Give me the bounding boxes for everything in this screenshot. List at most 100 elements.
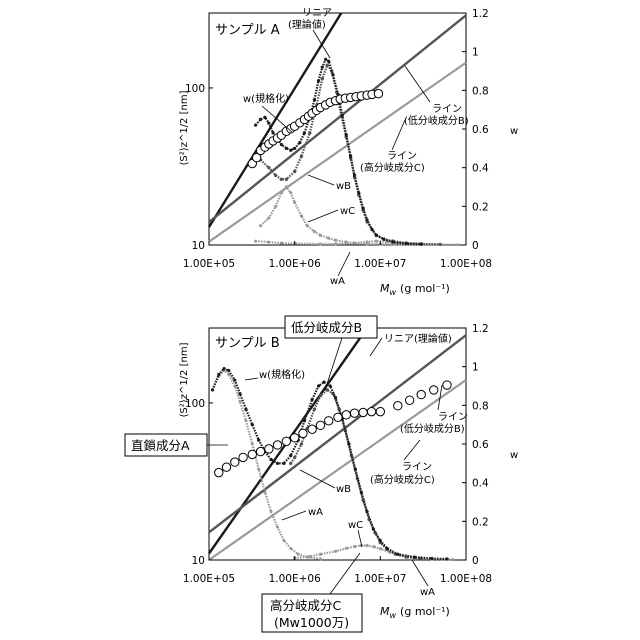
annotation-wb: wB: [336, 484, 351, 495]
x-tick-label: 1.00E+07: [354, 573, 406, 585]
annotation-line-b-sub: (低分岐成分B): [400, 422, 465, 435]
rg-open-circle: [290, 434, 298, 442]
y-right-tick-label: 0.6: [472, 124, 489, 136]
y-right-label: w: [510, 126, 518, 137]
pointer-wc: [308, 210, 338, 222]
y-left-label: ⟨S²⟩z^1/2 [nm]: [179, 342, 190, 417]
annotation-line-b-sub: (低分岐成分B): [404, 114, 469, 127]
chart-marks: [209, 328, 466, 561]
y-right-tick-label: 0.8: [472, 85, 489, 97]
annotation-w-norm: w(規格化): [243, 92, 289, 105]
wb-point: [439, 243, 442, 246]
callout-box-c: 高分岐成分C: [270, 598, 342, 613]
chart-marks: [209, 13, 466, 246]
rg-open-circle: [367, 407, 375, 415]
x-label-unit: (g mol⁻¹): [400, 282, 450, 295]
rg-open-circle: [316, 421, 324, 429]
y-right-tick-label: 1.2: [472, 323, 489, 335]
rg-open-circle: [273, 441, 281, 449]
rg-open-circle: [394, 402, 402, 410]
x-label-sub: w: [390, 288, 397, 297]
rg-open-circle: [222, 463, 230, 471]
annotation-linear-sub: (理論値): [288, 18, 326, 31]
annotation-wa: wA: [308, 507, 323, 518]
rg-open-circle: [248, 450, 256, 458]
y-right-tick-label: 0: [472, 240, 479, 252]
pointer-wb: [308, 175, 334, 185]
annotation-line-c-sub: (高分岐成分C): [370, 473, 435, 486]
rg-open-circle: [430, 386, 438, 394]
reference-line-line-c: [209, 63, 466, 242]
figure: 1.00E+05 1.00E+06 1.00E+07 1.00E+08 10 10 0 0 0.…: [0, 0, 640, 640]
x-tick-label: 1.00E+05: [183, 258, 235, 270]
callout-box-c-sub: (Mw1000万): [274, 615, 349, 630]
rg-open-circle: [342, 411, 350, 419]
x-axis-label: Mw(g mol⁻¹): [380, 605, 450, 620]
rg-open-circle: [405, 396, 413, 404]
annotation-w-norm: w(規格化): [259, 368, 305, 381]
pointer-wc: [358, 530, 362, 547]
rg-open-circle: [325, 417, 333, 425]
y-right-tick-label: 0: [472, 555, 479, 567]
rg-open-circle: [334, 413, 342, 421]
wc-curve: [261, 187, 415, 245]
pointer-wa: [282, 511, 306, 520]
rg-open-circle: [239, 453, 247, 461]
y-right-tick-label: 1: [472, 47, 479, 59]
annotation-wc: wC: [340, 206, 355, 217]
x-tick-label: 1.00E+08: [440, 573, 492, 585]
y-left-tick-label: 10: [192, 240, 205, 252]
annotation-wc: wC: [348, 520, 363, 531]
x-label-sub: w: [390, 611, 397, 620]
rg-open-circle: [265, 445, 273, 453]
rg-open-circle: [374, 89, 382, 97]
y-right-tick-label: 0.2: [472, 201, 489, 213]
y-right-tick-label: 0.8: [472, 400, 489, 412]
x-label-main: M: [380, 605, 390, 618]
rg-open-circle: [231, 458, 239, 466]
y-right-tick-label: 0.6: [472, 439, 489, 451]
tick-labels: 1.00E+051.00E+061.00E+071.00E+081010000.…: [183, 8, 492, 270]
x-tick-label: 1.00E+05: [183, 573, 235, 585]
rg-open-circle: [215, 468, 223, 476]
pointer-linear: [370, 338, 382, 356]
x-label-unit: (g mol⁻¹): [400, 605, 450, 618]
wa-point: [456, 243, 459, 246]
callout-box-b: 低分岐成分B: [291, 320, 362, 335]
x-axis-label: Mw(g mol⁻¹): [380, 282, 450, 297]
x-tick-label: 1.00E+06: [269, 258, 321, 270]
y-right-label: w: [510, 450, 518, 461]
pointer-wa-tail: [412, 560, 428, 586]
pointer-w-norm: [245, 378, 258, 380]
callout-box-a: 直鎖成分A: [131, 438, 190, 453]
rg-open-circle: [350, 409, 358, 417]
rg-open-circle: [376, 407, 384, 415]
y-right-tick-label: 1: [472, 362, 479, 374]
y-right-tick-label: 0.4: [472, 163, 489, 175]
panel-sample-a: 1.00E+051.00E+061.00E+071.00E+081010000.…: [179, 8, 518, 297]
annotation-wa: wA: [330, 276, 345, 287]
rg-open-circle: [308, 425, 316, 433]
rg-open-circle: [417, 390, 425, 398]
rg-open-circle: [359, 408, 367, 416]
y-right-tick-label: 0.2: [472, 516, 489, 528]
rg-open-circle: [282, 437, 290, 445]
x-tick-label: 1.00E+08: [440, 258, 492, 270]
annotation-wa-tail: wA: [420, 587, 435, 598]
annotation-line-c-sub: (高分岐成分C): [360, 161, 425, 174]
plot-frame: [209, 328, 466, 560]
pointer-line-c: [404, 440, 420, 460]
pointer-line-c: [392, 120, 405, 150]
pointer-box-b: [325, 338, 342, 390]
y-right-tick-label: 0.4: [472, 478, 489, 490]
y-right-tick-label: 1.2: [472, 8, 489, 20]
annotation-linear: リニア(理論値): [384, 332, 452, 345]
annotation-line-b: ライン: [438, 411, 468, 423]
annotation-line-c: ライン: [402, 461, 432, 473]
annotation-line-b: ライン: [432, 103, 462, 115]
rg-open-circle: [299, 429, 307, 437]
rg-open-circle: [443, 381, 451, 389]
pointer-wa: [338, 252, 350, 276]
y-left-tick-label: 10: [192, 555, 205, 567]
panel-sample-b: 1.00E+051.00E+061.00E+071.00E+081010000.…: [125, 316, 518, 632]
